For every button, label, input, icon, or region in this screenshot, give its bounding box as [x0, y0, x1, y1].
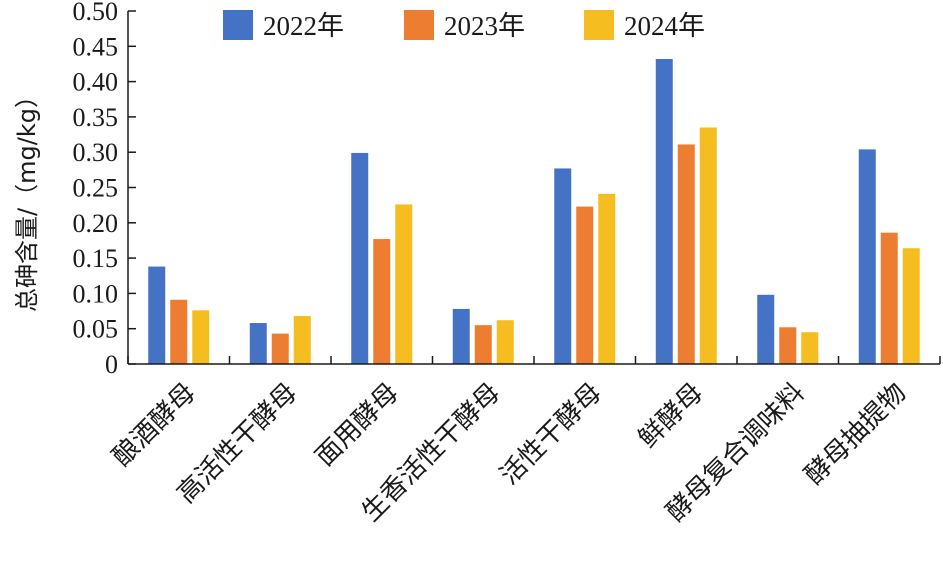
legend-label-3: 2024年 [624, 11, 705, 41]
bar-1-2 [170, 299, 188, 364]
y-axis-label-group: 总砷含量/（mg/kg） [13, 84, 41, 312]
y-tick-label: 0.05 [73, 315, 119, 344]
x-category-label: 酿酒酵母 [107, 378, 202, 473]
x-category-label: 活性干酵母 [495, 378, 608, 491]
y-tick-label: 0.15 [73, 244, 119, 273]
bar-5-2 [576, 206, 594, 364]
y-tick-label: 0.45 [73, 32, 119, 61]
y-axis-label: 总砷含量/（mg/kg） [13, 84, 41, 312]
bar-7-1 [757, 294, 775, 364]
bars [148, 59, 920, 365]
bar-8-2 [880, 232, 898, 364]
bar-4-3 [496, 320, 514, 364]
bar-4-1 [452, 308, 470, 364]
legend-swatch-3 [584, 10, 614, 40]
bar-6-3 [699, 127, 717, 365]
x-category-label: 面用酵母 [310, 378, 405, 473]
y-tick-label: 0.30 [73, 138, 119, 167]
y-ticks: 0 0.05 0.10 0.15 0.20 0.25 0.30 0.35 0.40 0.45 0.5… [73, 0, 136, 379]
bar-5-3 [598, 193, 616, 364]
legend-label-2: 2023年 [444, 11, 525, 41]
legend: 2022年 2023年 2024年 [223, 10, 705, 41]
legend-swatch-1 [223, 10, 253, 40]
legend-label-1: 2022年 [263, 11, 344, 41]
x-category-label: 酵母抽提物 [799, 378, 912, 491]
x-category-label: 鲜酵母 [633, 378, 709, 454]
bar-5-1 [554, 168, 572, 364]
bar-8-3 [902, 248, 920, 364]
y-tick-label: 0.50 [73, 0, 119, 26]
y-tick-label: 0.35 [73, 103, 119, 132]
bar-3-2 [373, 239, 391, 364]
bar-4-2 [474, 325, 492, 364]
bar-1-1 [148, 266, 166, 364]
bar-8-1 [858, 149, 876, 364]
y-tick-label: 0.25 [73, 174, 119, 203]
y-tick-label: 0 [105, 350, 118, 379]
bar-6-2 [677, 144, 695, 364]
legend-swatch-2 [404, 10, 434, 40]
y-tick-label: 0.20 [73, 209, 119, 238]
y-tick-label: 0.10 [73, 279, 119, 308]
bar-1-3 [192, 310, 210, 364]
bar-6-1 [655, 59, 673, 364]
y-tick-label: 0.40 [73, 68, 119, 97]
bar-2-2 [271, 333, 289, 364]
bar-2-3 [293, 315, 311, 364]
bar-7-3 [801, 332, 819, 364]
bar-3-1 [351, 152, 369, 364]
bar-2-1 [249, 323, 267, 364]
axes [127, 11, 941, 365]
bar-7-2 [779, 327, 797, 364]
bar-3-3 [395, 204, 413, 364]
